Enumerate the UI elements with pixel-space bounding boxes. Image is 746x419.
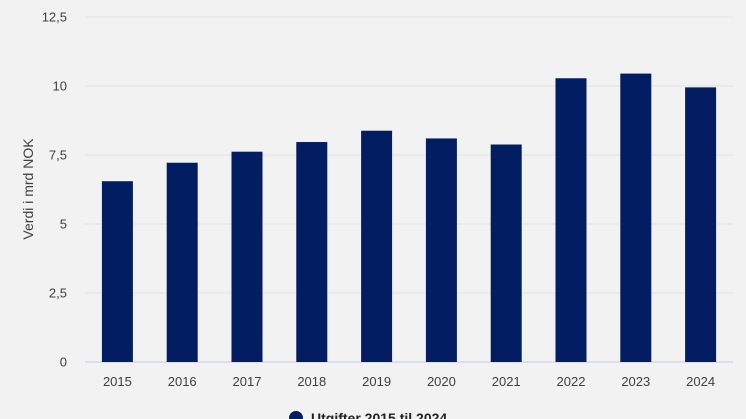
y-axis-ticks: 0 2,5 5 7,5 10 12,5	[42, 10, 67, 370]
bar-2023[interactable]	[620, 73, 652, 362]
x-tick-label: 2024	[686, 374, 715, 389]
y-tick-label: 0	[60, 355, 67, 370]
x-tick-label: 2019	[362, 374, 391, 389]
bar-2016[interactable]	[166, 162, 198, 362]
bar-2018[interactable]	[296, 142, 328, 362]
bar-2024[interactable]	[685, 87, 717, 362]
y-tick-label: 7,5	[49, 148, 67, 163]
bar-2015[interactable]	[101, 181, 133, 362]
bar-2020[interactable]	[425, 138, 457, 362]
bar-2019[interactable]	[361, 130, 393, 362]
bars	[101, 73, 717, 362]
y-tick-label: 12,5	[42, 10, 67, 25]
x-tick-label: 2017	[233, 374, 262, 389]
bar-2021[interactable]	[490, 144, 522, 362]
x-tick-label: 2021	[492, 374, 521, 389]
x-axis-ticks: 2015 2016 2017 2018 2019 2020 2021 2022 2023 2024	[103, 374, 715, 389]
x-tick-label: 2018	[297, 374, 326, 389]
legend-marker-icon	[289, 411, 303, 419]
bar-2022[interactable]	[555, 78, 587, 362]
y-tick-label: 5	[60, 217, 67, 232]
y-tick-label: 10	[53, 79, 67, 94]
legend[interactable]: Utgifter 2015 til 2024	[289, 410, 447, 419]
x-tick-label: 2020	[427, 374, 456, 389]
y-tick-label: 2,5	[49, 286, 67, 301]
legend-label: Utgifter 2015 til 2024	[311, 410, 447, 419]
x-tick-label: 2022	[557, 374, 586, 389]
y-axis-title: Verdi i mrd NOK	[20, 138, 36, 240]
x-tick-label: 2016	[168, 374, 197, 389]
x-tick-label: 2015	[103, 374, 132, 389]
bar-2017[interactable]	[231, 151, 263, 362]
x-tick-label: 2023	[621, 374, 650, 389]
